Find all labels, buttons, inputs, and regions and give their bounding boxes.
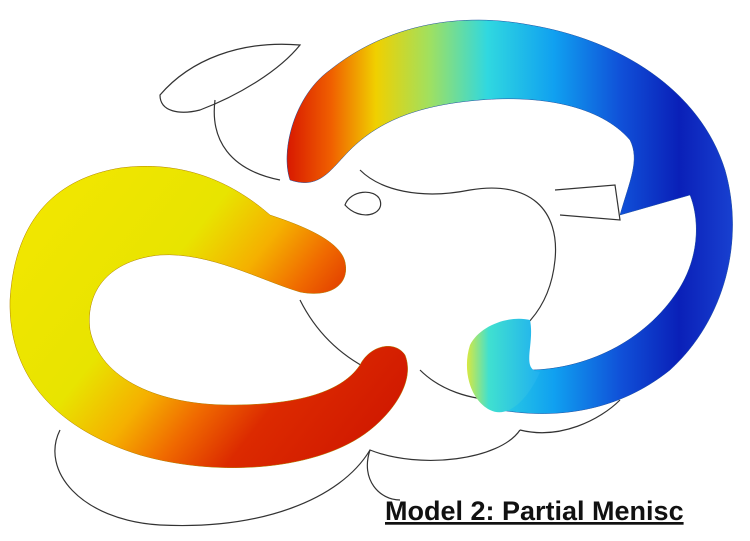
page: Model 2: Partial Menisc: [0, 0, 750, 541]
render: Model 2: Partial Menisc: [0, 0, 750, 541]
caption: Model 2: Partial Menisc: [385, 496, 684, 526]
left-meniscus: [10, 166, 408, 468]
